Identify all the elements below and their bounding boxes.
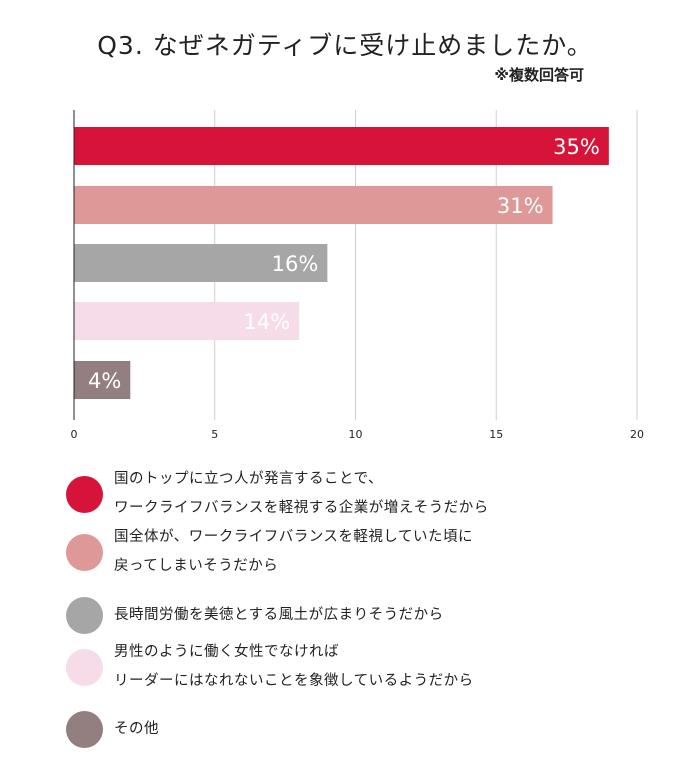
data-label: 35% (553, 135, 600, 159)
legend-swatch (66, 533, 103, 571)
legend-label: 長時間労働を美徳とする風土が広まりそうだから (114, 601, 444, 630)
bar (74, 186, 553, 224)
x-tick-label: 20 (630, 428, 644, 441)
data-label: 4% (88, 369, 121, 393)
bar (74, 244, 328, 282)
bar (74, 361, 131, 399)
chart-title: Q3. なぜネガティブに受け止めましたか。 (97, 31, 593, 60)
legend-swatch (66, 475, 103, 513)
legend-item: 国全体が、ワークライフバランスを軽視していた頃に 戻ってしまいそうだから (66, 523, 473, 581)
legend-swatch (66, 710, 103, 748)
data-label: 16% (272, 252, 319, 276)
legend-label-line: ワークライフバランスを軽視する企業が増えそうだから (114, 500, 489, 516)
legend-swatch (66, 596, 103, 634)
legend-label-line: 長時間労働を美徳とする風土が広まりそうだから (114, 606, 444, 623)
legend-label-line: 国全体が、ワークライフバランスを軽視していた頃に (114, 529, 473, 545)
legend-label: 国のトップに立つ人が発言することで、ワークライフバランスを軽視する企業が増えそう… (114, 465, 489, 523)
legend-label-line: 戻ってしまいそうだから (114, 558, 279, 574)
legend-item: 長時間労働を美徳とする風土が広まりそうだから (66, 596, 444, 634)
legend-swatch (66, 648, 103, 686)
legend-label: 男性のように働く女性でなければリーダーにはなれないことを象徴しているようだから (114, 638, 474, 696)
legend-item: その他 (66, 710, 159, 748)
chart-subtitle: ※複数回答可 (494, 66, 584, 84)
x-tick-label: 5 (211, 428, 218, 441)
legend-label-line: 男性のように働く女性でなければ (114, 644, 339, 660)
x-tick-label: 15 (489, 428, 503, 441)
x-tick-label: 10 (349, 428, 363, 441)
legend-label-line: その他 (114, 720, 159, 737)
legend-item: 男性のように働く女性でなければリーダーにはなれないことを象徴しているようだから (66, 638, 474, 696)
legend-label-line: 国のトップに立つ人が発言することで、 (114, 471, 383, 487)
legend-label: その他 (114, 715, 159, 744)
x-tick-label: 0 (71, 428, 78, 441)
bar-plot: 0 5 10 15 20 35% 31% 16% 14% 4% (71, 110, 644, 441)
legend-label: 国全体が、ワークライフバランスを軽視していた頃に 戻ってしまいそうだから (114, 523, 473, 581)
bar (74, 302, 300, 340)
legend-label-line: リーダーにはなれないことを象徴しているようだから (114, 673, 474, 689)
bar (74, 127, 609, 165)
legend-item: 国のトップに立つ人が発言することで、ワークライフバランスを軽視する企業が増えそう… (66, 465, 489, 523)
data-label: 14% (244, 310, 291, 334)
data-label: 31% (497, 194, 544, 218)
